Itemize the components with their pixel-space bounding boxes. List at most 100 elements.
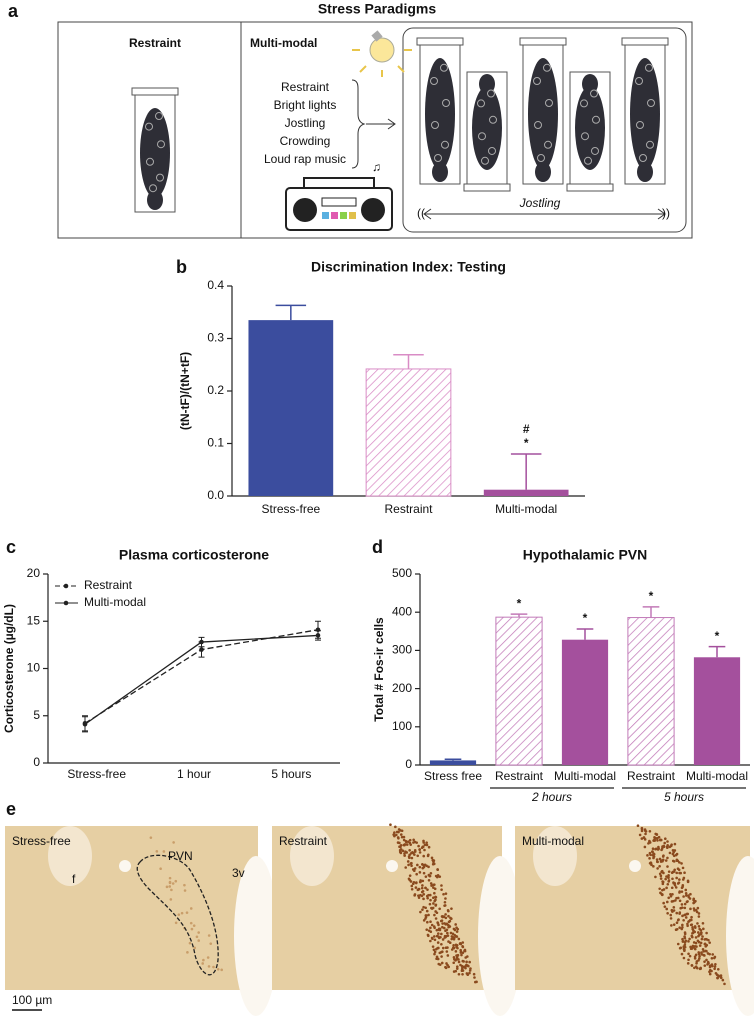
cell xyxy=(425,928,429,931)
cell xyxy=(676,942,680,946)
motion-mark: (( xyxy=(417,206,425,220)
cell xyxy=(673,882,677,885)
cell xyxy=(427,893,430,897)
cell xyxy=(697,915,701,918)
cell xyxy=(689,945,692,949)
cell xyxy=(424,906,427,910)
cell xyxy=(443,900,447,904)
cell xyxy=(662,845,666,849)
cell xyxy=(468,960,471,964)
cell xyxy=(444,935,447,939)
cell xyxy=(667,879,671,882)
cell xyxy=(676,859,680,863)
cell xyxy=(423,848,426,852)
cell xyxy=(693,947,697,951)
cell xyxy=(684,913,687,917)
cell xyxy=(431,945,435,948)
cell xyxy=(667,876,670,880)
cell xyxy=(678,891,681,894)
cell xyxy=(678,871,681,875)
cell xyxy=(446,923,450,927)
cell xyxy=(456,953,460,957)
point xyxy=(315,633,321,638)
cell xyxy=(681,939,685,943)
cell xyxy=(682,895,685,898)
cell xyxy=(448,925,452,928)
cell xyxy=(426,920,429,924)
group-label: 5 hours xyxy=(664,790,704,804)
cell xyxy=(429,898,432,902)
x-tick-label: 5 hours xyxy=(271,767,311,781)
cell xyxy=(438,928,442,932)
cell xyxy=(681,878,685,881)
chart-title: Hypothalamic PVN xyxy=(523,547,647,563)
cell xyxy=(654,847,657,851)
cell xyxy=(159,867,162,871)
vessel xyxy=(386,860,398,872)
y-tick-label: 5 xyxy=(33,708,40,722)
cell xyxy=(422,841,425,844)
cell xyxy=(681,937,684,941)
cell xyxy=(698,944,702,947)
cell xyxy=(648,851,652,855)
cell xyxy=(446,954,450,957)
cell xyxy=(425,841,428,844)
cell xyxy=(719,974,723,977)
error-bar xyxy=(275,304,307,321)
cell xyxy=(465,972,469,975)
music-note: ♫ xyxy=(372,160,381,174)
x-tick-label: Stress free xyxy=(424,769,482,783)
chart-title: Plasma corticosterone xyxy=(119,547,269,563)
cell xyxy=(433,883,436,886)
cell xyxy=(174,921,178,925)
cell xyxy=(691,931,694,935)
cell xyxy=(430,856,434,860)
cell xyxy=(429,926,432,930)
mouse-spot xyxy=(157,140,165,149)
cell xyxy=(425,843,429,847)
cell xyxy=(438,951,442,955)
cell xyxy=(455,935,459,938)
cell xyxy=(671,877,674,881)
cell xyxy=(665,875,668,878)
cell xyxy=(401,849,405,853)
mouse-spot xyxy=(537,154,545,162)
cell xyxy=(652,852,656,856)
cell xyxy=(685,894,688,897)
cell xyxy=(692,941,696,944)
cell xyxy=(397,830,400,834)
cell xyxy=(675,852,679,856)
cell xyxy=(209,942,213,945)
cell xyxy=(661,855,665,858)
cell xyxy=(421,908,424,911)
jostling-box xyxy=(402,27,687,233)
y-axis-label: Total # Fos-ir cells xyxy=(372,617,386,722)
cell xyxy=(710,956,714,960)
cell xyxy=(640,826,644,830)
cell xyxy=(188,941,192,945)
cell xyxy=(399,844,403,847)
cell xyxy=(653,836,657,840)
cell xyxy=(212,965,215,969)
mouse-spot xyxy=(477,99,485,108)
cell xyxy=(472,972,476,976)
bar xyxy=(365,368,452,497)
cell xyxy=(697,951,701,954)
cell xyxy=(422,871,426,875)
bar xyxy=(561,639,609,765)
cell xyxy=(714,971,718,975)
fiber-tract xyxy=(533,826,577,886)
diagram-frame xyxy=(57,21,693,239)
cell xyxy=(169,898,173,901)
mouse-spot xyxy=(430,77,438,85)
cell xyxy=(415,881,418,884)
cell xyxy=(440,884,443,887)
cell xyxy=(463,948,467,952)
cell xyxy=(417,894,420,897)
cell xyxy=(690,964,694,967)
cell xyxy=(690,918,693,922)
cell xyxy=(684,916,688,919)
cell xyxy=(461,973,464,976)
cell xyxy=(436,868,439,871)
cell xyxy=(430,923,434,927)
